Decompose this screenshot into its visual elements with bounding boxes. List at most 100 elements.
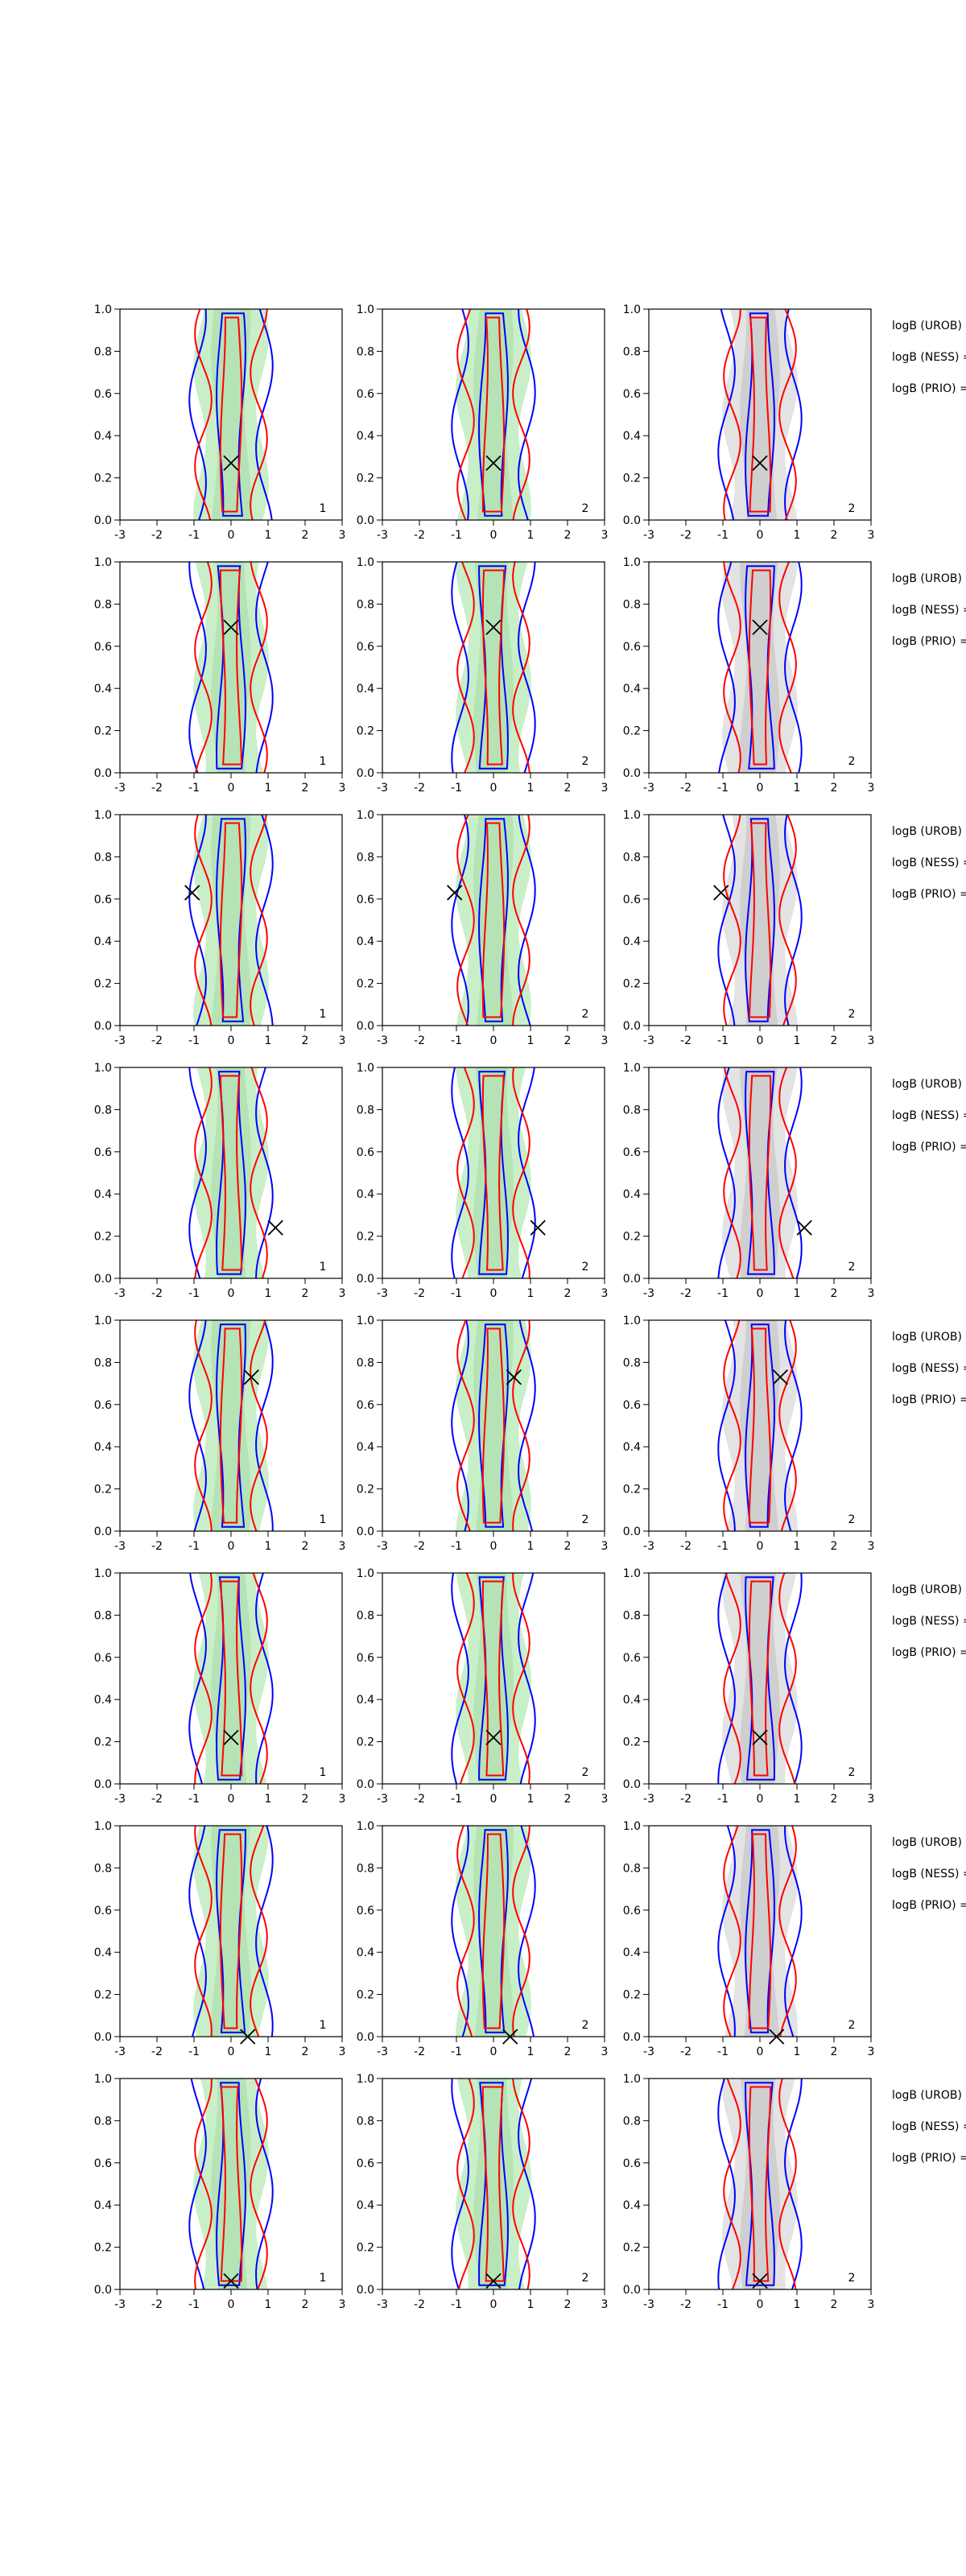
contour-line	[216, 565, 246, 770]
x-tick-label: 3	[339, 782, 346, 795]
x-tick-label: -1	[717, 1793, 729, 1806]
x-tick-label: -2	[414, 2298, 425, 2311]
contour-line	[451, 1320, 536, 1531]
x-tick-label: -2	[151, 782, 163, 795]
y-tick-label: 0.2	[94, 1989, 112, 2002]
x-tick-label: 2	[302, 1287, 309, 1300]
y-tick-label: 0.2	[94, 978, 112, 991]
y-tick-label: 0.2	[94, 1736, 112, 1749]
contours	[451, 1067, 536, 1278]
marker	[713, 885, 729, 901]
x-tick-label: -1	[451, 1793, 462, 1806]
x-tick-label: 3	[601, 2046, 609, 2058]
y-tick-label: 1.0	[357, 2073, 374, 2086]
contour-line	[456, 2079, 530, 2289]
y-tick-label: 0.4	[623, 430, 641, 443]
x-tick-label: -3	[643, 529, 654, 542]
contour-line	[481, 1075, 505, 1271]
contour-line	[451, 309, 536, 520]
x-tick-label: 3	[868, 2046, 875, 2058]
contour-line	[194, 309, 268, 520]
y-tick-label: 0.2	[357, 473, 374, 485]
y-tick-label: 0.0	[357, 767, 374, 780]
x-tick-label: 2	[831, 1540, 838, 1553]
contours	[451, 1826, 536, 2037]
contours	[451, 815, 536, 1026]
side-label: logB (UROB) =	[892, 1078, 966, 1091]
contour-line	[478, 818, 509, 1022]
y-tick-label: 0.6	[623, 388, 641, 401]
y-tick-label: 0.6	[94, 1146, 112, 1159]
contour-line	[188, 815, 274, 1026]
panel-label: 2	[582, 755, 589, 768]
y-tick-label: 1.0	[623, 1820, 641, 1833]
y-tick-label: 0.2	[357, 1736, 374, 1749]
x-tick-label: -2	[414, 2046, 425, 2058]
y-tick-label: 0.8	[94, 1609, 112, 1622]
marker	[184, 885, 200, 901]
panel-label: 2	[582, 2019, 589, 2032]
contour-line	[451, 2079, 536, 2289]
marker	[223, 1729, 239, 1745]
y-tick-label: 0.8	[623, 1356, 641, 1369]
y-tick-label: 0.0	[357, 1525, 374, 1538]
x-tick-label: 1	[527, 529, 535, 542]
y-tick-label: 1.0	[357, 1820, 374, 1833]
side-label: logB (PRIO) =	[892, 1141, 966, 1154]
x-tick-label: -2	[414, 1540, 425, 1553]
x-tick-label: 2	[302, 782, 309, 795]
y-tick-label: 0.2	[623, 978, 641, 991]
marker	[752, 2273, 768, 2289]
contour-line	[748, 1075, 772, 1271]
x-tick-label: 1	[794, 529, 801, 542]
y-tick-label: 0.8	[94, 2115, 112, 2128]
x-tick-label: 3	[601, 1287, 609, 1300]
panel-label: 1	[320, 2272, 327, 2285]
y-tick-label: 1.0	[94, 2073, 112, 2086]
x-tick-label: -3	[114, 2046, 126, 2058]
x-tick-label: -2	[414, 1034, 425, 1047]
x-tick-label: 3	[868, 529, 875, 542]
contour-line	[188, 1573, 274, 1784]
x-tick-label: -2	[680, 1287, 691, 1300]
y-tick-label: 0.4	[357, 1946, 374, 1959]
marker	[243, 1369, 259, 1385]
y-tick-label: 0.2	[623, 1989, 641, 2002]
x-tick-label: -3	[114, 2298, 126, 2311]
panel-label: 1	[320, 1766, 327, 1779]
side-label: logB (PRIO) =	[892, 888, 966, 901]
y-tick-label: 0.8	[94, 345, 112, 358]
x-tick-label: -2	[151, 2298, 163, 2311]
contour-line	[451, 1067, 536, 1278]
y-tick-label: 1.0	[94, 1062, 112, 1075]
x-tick-label: 0	[490, 782, 497, 795]
contour-line	[194, 1067, 268, 1278]
x-tick-label: 0	[757, 1540, 764, 1553]
y-tick-label: 0.2	[357, 978, 374, 991]
y-tick-label: 1.0	[94, 1567, 112, 1580]
contour-line	[194, 1573, 268, 1784]
x-tick-label: 3	[601, 1540, 609, 1553]
contour-line	[216, 1071, 246, 1275]
y-tick-label: 0.8	[623, 1104, 641, 1117]
x-tick-label: 1	[527, 1034, 535, 1047]
x-tick-label: -1	[717, 1287, 729, 1300]
y-tick-label: 0.6	[623, 1905, 641, 1918]
contour-line	[723, 815, 797, 1026]
x-tick-label: -2	[151, 529, 163, 542]
y-tick-label: 0.4	[623, 1694, 641, 1707]
y-tick-label: 0.6	[357, 1652, 374, 1665]
panel-label: 2	[582, 1008, 589, 1021]
x-tick-label: 1	[794, 1540, 801, 1553]
contour-line	[481, 822, 506, 1018]
y-tick-label: 0.4	[94, 683, 112, 696]
x-tick-label: -2	[680, 782, 691, 795]
contour-line	[745, 818, 775, 1022]
contours	[451, 1573, 536, 1784]
x-tick-label: 0	[228, 529, 235, 542]
panel-label: 2	[848, 1008, 856, 1021]
contour-line	[451, 815, 536, 1026]
y-tick-label: 1.0	[94, 1820, 112, 1833]
panel-label: 1	[320, 2019, 327, 2032]
